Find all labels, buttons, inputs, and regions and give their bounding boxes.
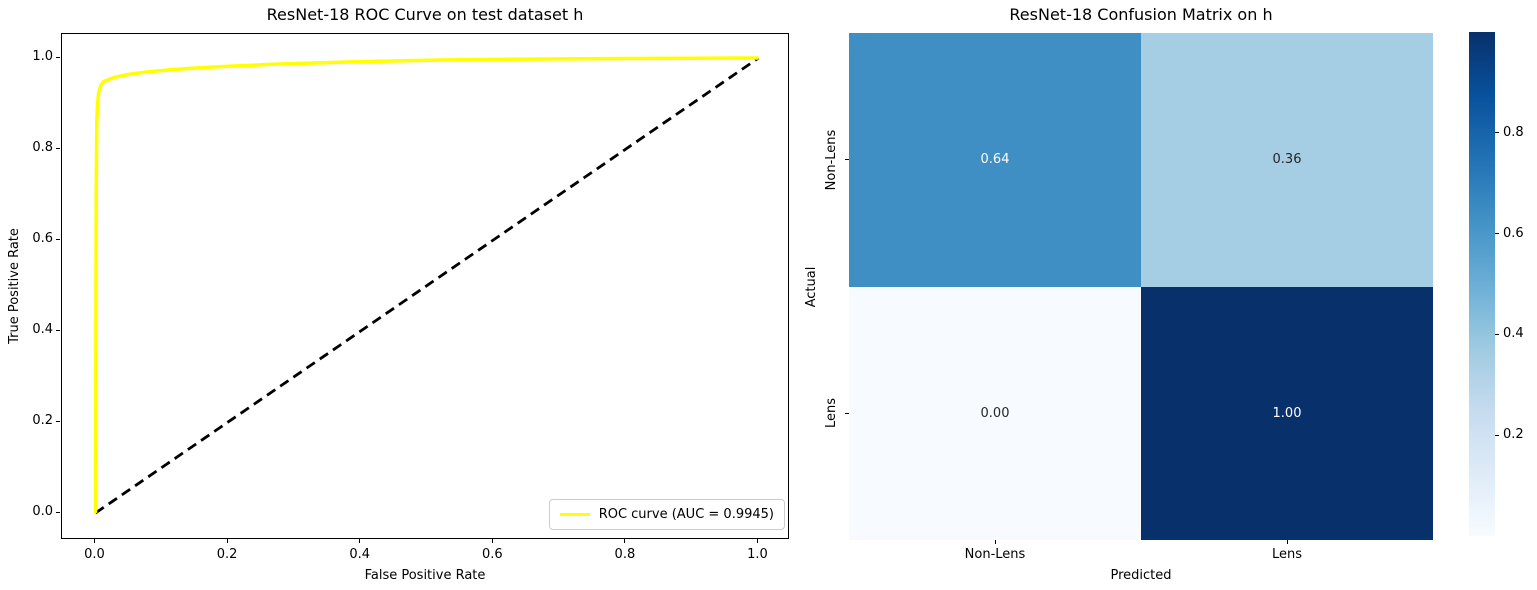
- cm-xtick-mark: [1286, 540, 1288, 544]
- roc-ytick-mark: [56, 511, 60, 513]
- roc-xtick-label: 1.0: [747, 547, 768, 562]
- colorbar-tick-mark: [1495, 132, 1499, 134]
- roc-xtick-label: 0.4: [349, 547, 371, 562]
- roc-plot-area: [93, 56, 760, 515]
- roc-xtick-label: 0.0: [84, 547, 105, 562]
- cm-xtick-mark: [994, 540, 996, 544]
- cm-cell-r0c0: 0.64: [849, 33, 1141, 287]
- roc-xtick-label: 0.6: [481, 547, 503, 562]
- roc-ytick-mark: [56, 329, 60, 331]
- roc-xtick-mark: [624, 539, 626, 543]
- roc-ytick-mark: [56, 420, 60, 422]
- roc-ytick-mark: [56, 147, 60, 149]
- roc-axes: ROC curve (AUC = 0.9945): [61, 33, 789, 539]
- cm-ytick-mark: [845, 159, 849, 161]
- roc-ytick-label: 0.8: [32, 140, 53, 155]
- roc-yaxis-label: True Positive Rate: [7, 228, 22, 344]
- cm-ytick-label: Lens: [824, 398, 839, 429]
- roc-xtick-mark: [226, 539, 228, 543]
- cm-title: ResNet-18 Confusion Matrix on h: [1009, 5, 1273, 24]
- roc-ytick-label: 0.4: [32, 322, 53, 337]
- roc-ytick-label: 1.0: [32, 49, 53, 64]
- cm-ytick-label: Non-Lens: [824, 129, 839, 191]
- roc-xtick-mark: [491, 539, 493, 543]
- colorbar-tick-label: 0.4: [1503, 326, 1524, 342]
- colorbar-tick-label: 0.8: [1503, 124, 1524, 140]
- roc-ytick-mark: [56, 238, 60, 240]
- roc-xtick-label: 0.2: [216, 547, 238, 562]
- roc-ytick-mark: [56, 56, 60, 58]
- roc-title: ResNet-18 ROC Curve on test dataset h: [266, 5, 584, 24]
- cm-cell-r1c0: 0.00: [849, 286, 1141, 540]
- cm-cell-r1c1: 1.00: [1141, 286, 1433, 540]
- roc-curve-line: [93, 56, 759, 514]
- chance-diagonal-line: [94, 56, 760, 515]
- roc-ytick-label: 0.6: [32, 231, 53, 246]
- roc-ytick-label: 0.0: [32, 504, 53, 519]
- roc-xtick-mark: [359, 539, 361, 543]
- roc-ytick-label: 0.2: [32, 413, 53, 428]
- roc-xaxis-label: False Positive Rate: [364, 568, 486, 583]
- cm-xtick-label: Non-Lens: [964, 547, 1026, 562]
- colorbar-tick-label: 0.6: [1503, 225, 1524, 241]
- cm-cell-r0c1: 0.36: [1141, 33, 1433, 287]
- roc-xtick-mark: [94, 539, 95, 543]
- cm-axes: 0.64 0.36 0.00 1.00: [849, 33, 1433, 540]
- colorbar: [1469, 32, 1495, 536]
- colorbar-tick-mark: [1495, 333, 1499, 335]
- roc-legend: ROC curve (AUC = 0.9945): [548, 499, 785, 530]
- cm-xtick-label: Lens: [1271, 547, 1303, 562]
- roc-xtick-label: 0.8: [614, 547, 636, 562]
- cm-ytick-mark: [845, 412, 849, 414]
- roc-legend-label: ROC curve (AUC = 0.9945): [598, 507, 774, 522]
- colorbar-tick-label: 0.2: [1503, 427, 1524, 443]
- cm-xaxis-label: Predicted: [1110, 568, 1172, 583]
- roc-curve-swatch: [559, 512, 590, 517]
- colorbar-tick-mark: [1495, 434, 1499, 436]
- colorbar-tick-mark: [1495, 233, 1499, 235]
- cm-yaxis-label: Actual: [804, 266, 819, 308]
- roc-xtick-mark: [757, 539, 758, 543]
